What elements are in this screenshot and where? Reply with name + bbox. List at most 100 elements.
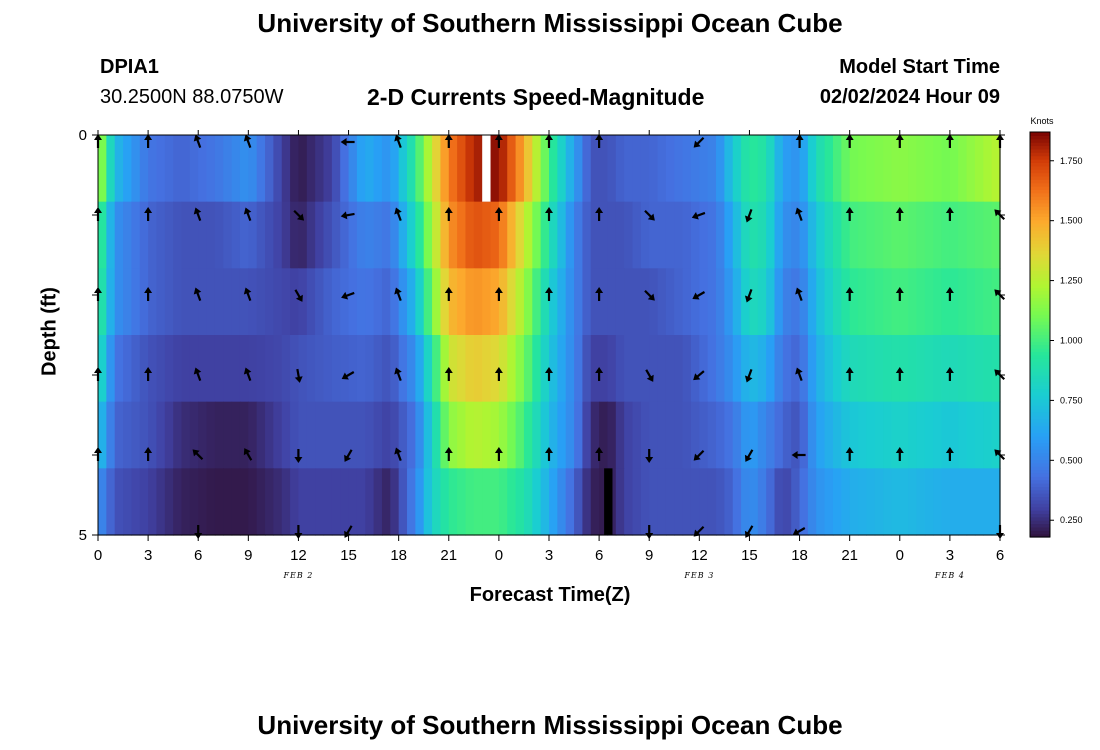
colorbar-segment [1030, 294, 1050, 298]
heatmap-cell [565, 401, 575, 469]
heatmap-cell [432, 268, 442, 336]
heatmap-cell [523, 268, 533, 336]
x-tick-label: 6 [194, 547, 202, 564]
heatmap-cell [574, 401, 584, 469]
colorbar-segment [1030, 432, 1050, 437]
colorbar-segment [1030, 412, 1050, 417]
heatmap-cell [657, 335, 667, 403]
heatmap-cell [273, 201, 283, 269]
heatmap-cell [265, 268, 274, 336]
current-arrow [444, 207, 453, 221]
heatmap-cell [348, 201, 358, 269]
heatmap-cell [123, 401, 133, 469]
colorbar-segment [1030, 280, 1050, 285]
heatmap-cell [498, 401, 508, 469]
heatmap-cell [365, 468, 375, 536]
heatmap-cell [407, 401, 416, 469]
heatmap-cell [298, 401, 308, 469]
colorbar-segment [1030, 216, 1050, 221]
colorbar-segment [1030, 395, 1050, 400]
heatmap-cell [582, 401, 592, 469]
heatmap-cell [398, 268, 408, 336]
heatmap-cell [340, 468, 350, 536]
colorbar-segment [1030, 300, 1050, 305]
heatmap-cell [941, 268, 951, 336]
heatmap-cell [741, 468, 751, 536]
heatmap-cell [256, 468, 266, 536]
current-arrow [693, 449, 705, 461]
heatmap-cell [98, 268, 107, 336]
x-tick-label: 9 [645, 547, 653, 564]
heatmap-cell [498, 268, 508, 336]
colorbar-segment [1030, 442, 1050, 447]
colorbar-frame [1029, 131, 1051, 538]
heatmap-cell [899, 268, 909, 336]
heatmap-cell [482, 468, 492, 536]
heatmap-cell [624, 335, 634, 403]
heatmap-cell [390, 335, 400, 403]
colorbar-segment [1030, 445, 1050, 450]
current-arrow [144, 287, 153, 301]
current-arrow [494, 287, 503, 301]
colorbar-segment [1030, 415, 1050, 420]
heatmap-cell [198, 468, 208, 536]
heatmap-cell [941, 335, 951, 403]
x-tick-label: 18 [791, 547, 808, 564]
colorbar-segment [1030, 391, 1050, 396]
heatmap-cell [465, 468, 475, 536]
heatmap-cell [841, 468, 851, 536]
heatmap-cell [924, 468, 934, 536]
heatmap-cell [799, 201, 809, 269]
heatmap-cell [239, 268, 249, 336]
heatmap-cell [674, 135, 684, 203]
heatmap-cell [181, 135, 191, 203]
colorbar-segment [1030, 378, 1050, 383]
heatmap-cell [741, 135, 751, 203]
heatmap-cell [348, 335, 358, 403]
current-arrow [945, 134, 954, 148]
heatmap-cell [807, 335, 817, 403]
heatmap-cell [340, 268, 350, 336]
heatmap-cell [173, 135, 183, 203]
heatmap-cell [365, 135, 375, 203]
heatmap-cell [256, 335, 266, 403]
heatmap-cell [615, 468, 625, 536]
heatmap-cell [407, 201, 416, 269]
x-tick-label: 18 [390, 547, 407, 564]
heatmap-cell [440, 401, 450, 469]
heatmap-cell [273, 335, 283, 403]
heatmap-cell [908, 268, 918, 336]
current-arrow [394, 367, 402, 382]
x-tick-label: 9 [244, 547, 252, 564]
heatmap-cell [106, 135, 116, 203]
colorbar-segment [1030, 229, 1050, 234]
current-arrow [744, 208, 753, 223]
heatmap-cell [473, 268, 483, 336]
heatmap-cell [540, 201, 550, 269]
heatmap-cell [106, 468, 116, 536]
colorbar-segment [1030, 344, 1050, 349]
heatmap-cell [983, 401, 993, 469]
heatmap-cell [816, 201, 826, 269]
colorbar-segment [1030, 435, 1050, 440]
heatmap-cell [774, 268, 784, 336]
heatmap-cell [507, 335, 517, 403]
heatmap-cell [273, 401, 283, 469]
heatmap-cell [991, 135, 1001, 203]
heatmap-cell [223, 268, 233, 336]
heatmap-cell [983, 135, 993, 203]
heatmap-cell [131, 401, 141, 469]
colorbar-segment [1030, 533, 1050, 538]
heatmap-cell [983, 468, 993, 536]
heatmap-cell [490, 335, 500, 403]
heatmap-cell [774, 135, 784, 203]
heatmap-cell [540, 335, 550, 403]
heatmap-cell [331, 401, 341, 469]
heatmap-cell [649, 468, 659, 536]
colorbar-segment [1030, 479, 1050, 484]
heatmap-cell [131, 468, 141, 536]
colorbar-segment [1030, 145, 1050, 150]
heatmap-cell [515, 401, 525, 469]
heatmap-cell [849, 201, 859, 269]
heatmap-cell [281, 401, 291, 469]
